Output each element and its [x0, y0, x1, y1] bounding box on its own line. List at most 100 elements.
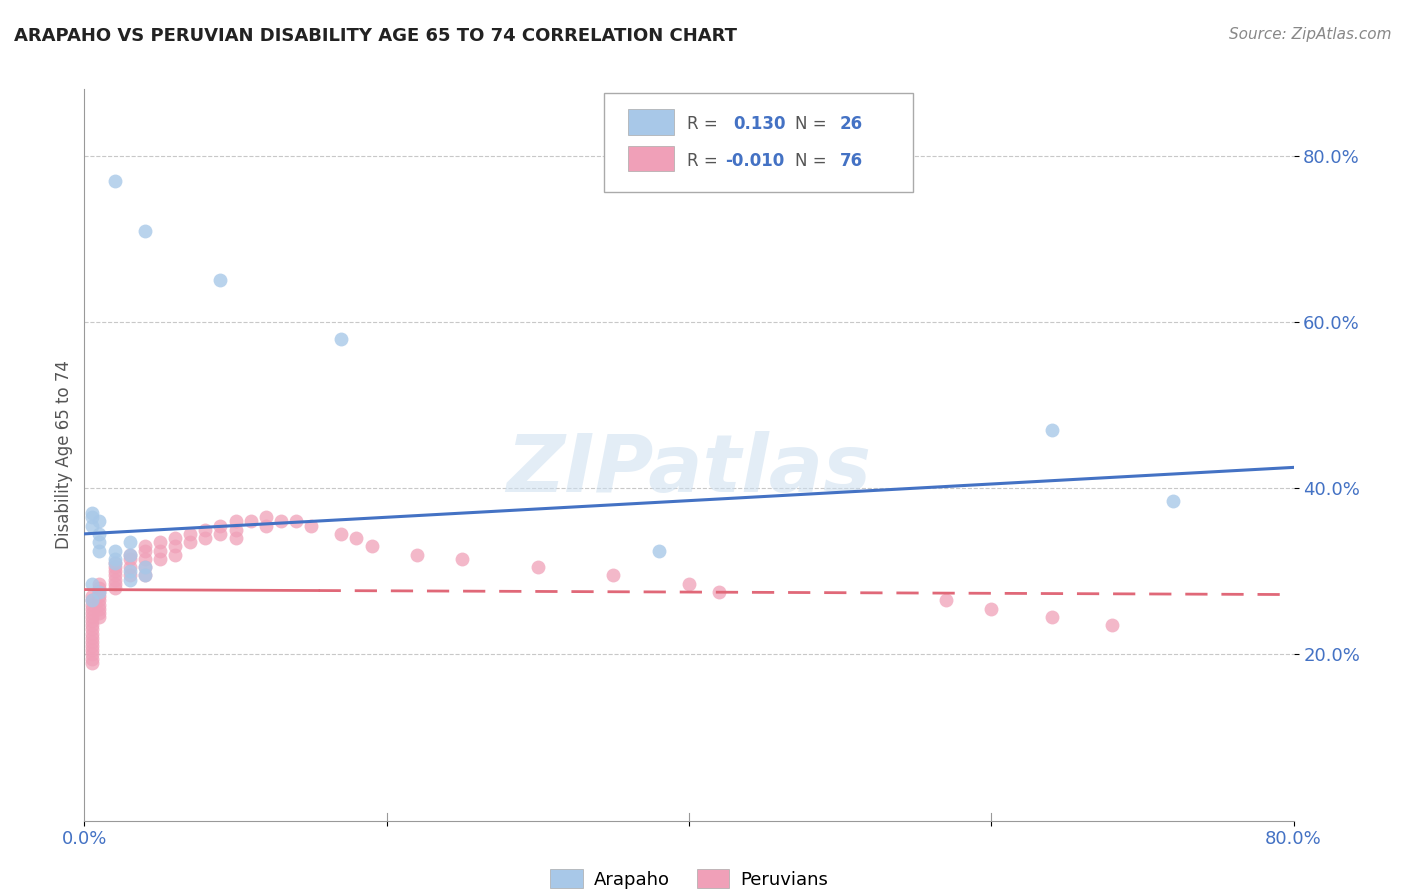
Point: [239, 515, 262, 529]
Point: [104, 173, 127, 187]
Point: [89, 593, 111, 607]
Point: [134, 568, 156, 582]
Point: [254, 510, 277, 524]
Point: [80, 626, 103, 640]
Point: [179, 527, 201, 541]
Point: [80, 656, 103, 670]
Point: [451, 551, 474, 566]
Point: [89, 601, 111, 615]
Point: [104, 560, 127, 574]
Point: [89, 585, 111, 599]
Point: [80, 635, 103, 649]
Point: [104, 573, 127, 587]
Point: [80, 593, 103, 607]
Point: [80, 598, 103, 612]
Text: 26: 26: [841, 115, 863, 133]
Point: [104, 564, 127, 578]
Point: [104, 556, 127, 570]
FancyBboxPatch shape: [605, 93, 912, 192]
Point: [89, 610, 111, 624]
Point: [678, 576, 700, 591]
Text: R =: R =: [686, 152, 717, 169]
Point: [346, 531, 368, 545]
Point: [80, 643, 103, 657]
Point: [118, 551, 141, 566]
Point: [118, 564, 141, 578]
Point: [602, 568, 624, 582]
Point: [118, 568, 141, 582]
Text: N =: N =: [796, 152, 827, 169]
Point: [163, 548, 186, 562]
Point: [89, 598, 111, 612]
Text: 76: 76: [841, 152, 863, 169]
Point: [163, 539, 186, 553]
Point: [89, 585, 111, 599]
Point: [1101, 618, 1123, 632]
Point: [134, 560, 156, 574]
Point: [709, 585, 731, 599]
Point: [647, 543, 671, 558]
Point: [225, 523, 247, 537]
Y-axis label: Disability Age 65 to 74: Disability Age 65 to 74: [55, 360, 73, 549]
Point: [149, 543, 172, 558]
Point: [134, 223, 156, 237]
FancyBboxPatch shape: [628, 145, 675, 171]
Point: [118, 535, 141, 549]
Point: [254, 518, 277, 533]
Point: [149, 551, 172, 566]
Point: [209, 518, 232, 533]
Point: [360, 539, 382, 553]
Point: [1040, 423, 1063, 437]
Point: [118, 573, 141, 587]
Point: [134, 539, 156, 553]
Point: [80, 639, 103, 653]
Point: [194, 523, 217, 537]
Point: [209, 273, 232, 287]
Point: [104, 568, 127, 582]
Point: [225, 515, 247, 529]
Point: [104, 551, 127, 566]
Point: [330, 527, 353, 541]
Point: [299, 518, 322, 533]
Point: [80, 510, 103, 524]
Point: [406, 548, 429, 562]
Point: [118, 548, 141, 562]
Text: R =: R =: [686, 115, 717, 133]
Point: [118, 548, 141, 562]
Point: [80, 631, 103, 645]
Point: [118, 560, 141, 574]
Point: [89, 515, 111, 529]
Point: [284, 515, 308, 529]
Point: [209, 527, 232, 541]
Point: [980, 601, 1002, 615]
Point: [134, 560, 156, 574]
Point: [330, 332, 353, 346]
Point: [270, 515, 292, 529]
Point: [80, 576, 103, 591]
Point: [134, 543, 156, 558]
Point: [80, 651, 103, 665]
Point: [104, 556, 127, 570]
Point: [149, 535, 172, 549]
Point: [89, 581, 111, 595]
Point: [104, 543, 127, 558]
Point: [80, 648, 103, 662]
Point: [80, 606, 103, 620]
Point: [89, 576, 111, 591]
Point: [89, 535, 111, 549]
Point: [80, 610, 103, 624]
Text: ZIPatlas: ZIPatlas: [506, 431, 872, 508]
Point: [526, 560, 548, 574]
Text: Source: ZipAtlas.com: Source: ZipAtlas.com: [1229, 27, 1392, 42]
Legend: Arapaho, Peruvians: Arapaho, Peruvians: [543, 862, 835, 892]
Point: [225, 531, 247, 545]
Point: [80, 623, 103, 637]
Point: [134, 551, 156, 566]
Point: [80, 593, 103, 607]
Point: [935, 593, 957, 607]
Point: [89, 589, 111, 603]
Point: [80, 618, 103, 632]
Point: [89, 606, 111, 620]
Point: [194, 531, 217, 545]
Point: [134, 568, 156, 582]
